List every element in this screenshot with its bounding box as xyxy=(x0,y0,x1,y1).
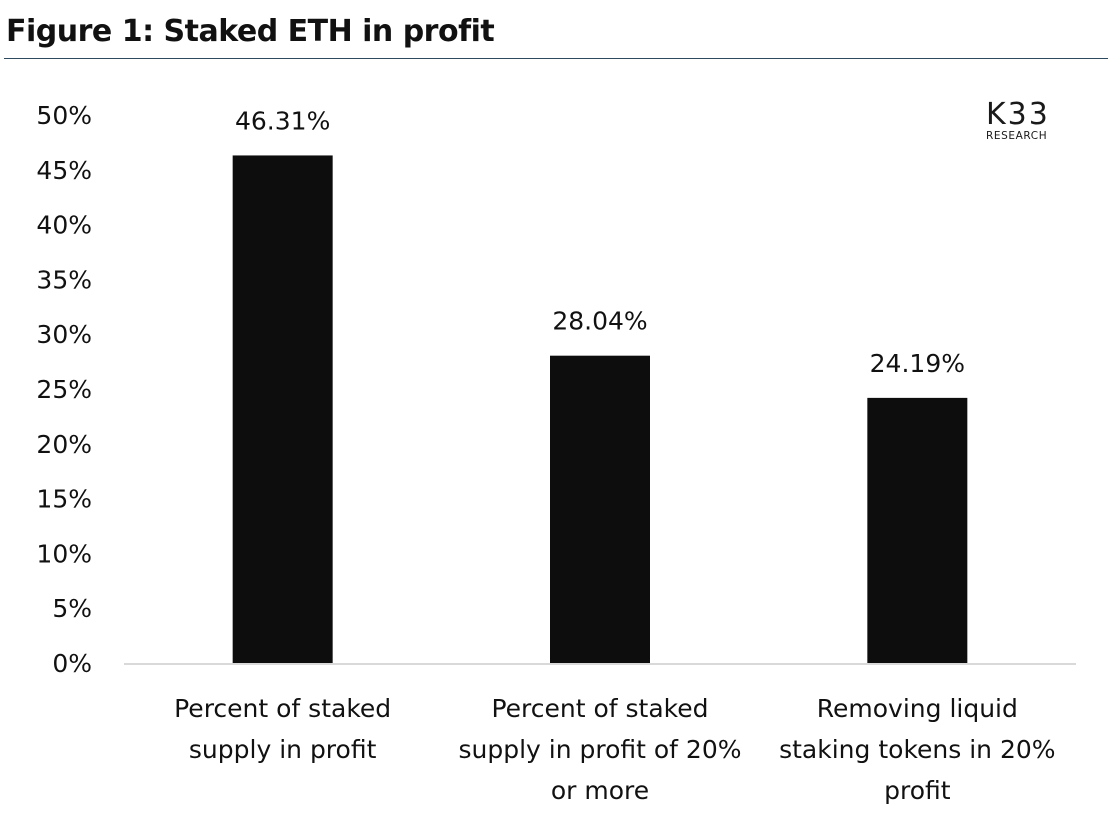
y-tick-label: 40% xyxy=(36,211,92,240)
logo-subtitle: RESEARCH xyxy=(986,130,1048,142)
y-tick-label: 50% xyxy=(36,101,92,130)
bar-data-label: 46.31% xyxy=(235,106,330,135)
y-tick-label: 10% xyxy=(36,539,92,568)
y-tick-label: 0% xyxy=(52,649,92,678)
figure-title: Figure 1: Staked ETH in profit xyxy=(6,14,495,49)
category-label: Removing liquid staking tokens in 20% pr… xyxy=(779,694,1056,805)
y-tick-label: 25% xyxy=(36,375,92,404)
k33-research-logo: K33 RESEARCH xyxy=(986,100,1076,144)
bar-data-label: 28.04% xyxy=(552,307,647,336)
category-label: Percent of staked supply in profit xyxy=(174,694,392,764)
y-tick-label: 20% xyxy=(36,430,92,459)
bar xyxy=(232,155,333,664)
y-tick-label: 5% xyxy=(52,594,92,623)
category-label: Percent of staked supply in profit of 20… xyxy=(458,694,742,805)
bar xyxy=(867,397,968,663)
bar xyxy=(550,355,650,663)
y-tick-label: 15% xyxy=(36,485,92,514)
y-tick-label: 45% xyxy=(36,156,92,185)
logo-mark: K33 xyxy=(986,97,1050,132)
y-tick-label: 30% xyxy=(36,320,92,349)
title-divider xyxy=(4,58,1108,59)
y-tick-label: 35% xyxy=(36,265,92,294)
bar-data-label: 24.19% xyxy=(870,349,965,378)
